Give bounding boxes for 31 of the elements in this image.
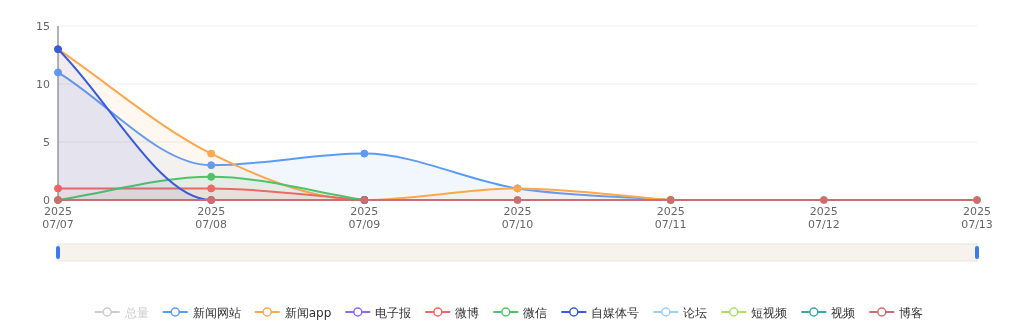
point: [207, 149, 216, 158]
legend-label: 自媒体号: [591, 305, 640, 320]
legend-label: 新闻app: [284, 305, 332, 320]
y-tick-label: 5: [43, 136, 50, 149]
legend-label: 电子报: [375, 305, 412, 320]
point: [207, 161, 216, 170]
point: [54, 68, 62, 77]
x-tick-label: 2025 07/07: [42, 205, 74, 231]
point: [360, 149, 369, 158]
point: [207, 172, 216, 181]
point: [207, 184, 216, 193]
point: [973, 196, 981, 204]
x-tick-label: 2025 07/10: [501, 205, 534, 231]
x-tick-label: 2025 07/09: [348, 205, 381, 231]
legend-label: 微信: [523, 305, 548, 320]
legend-label: 新闻网站: [192, 305, 241, 320]
y-tick-label: 0: [43, 194, 50, 207]
x-tick-label: 2025 07/08: [195, 205, 228, 231]
legend-label: 短视频: [751, 305, 788, 320]
legend-label: 论坛: [683, 305, 708, 320]
legend-label: 视频: [831, 305, 856, 320]
x-tick-label: 2025 07/12: [807, 205, 840, 231]
x-tick-label: 2025 07/11: [654, 205, 687, 231]
legend-label: 博客: [899, 305, 924, 320]
point: [54, 184, 62, 193]
x-tick-label: 2025 07/13: [961, 205, 993, 231]
y-tick-label: 10: [36, 78, 50, 91]
y-tick-label: 15: [36, 20, 50, 33]
point: [819, 196, 828, 204]
legend-label: 微博: [455, 305, 480, 320]
point: [513, 196, 522, 204]
